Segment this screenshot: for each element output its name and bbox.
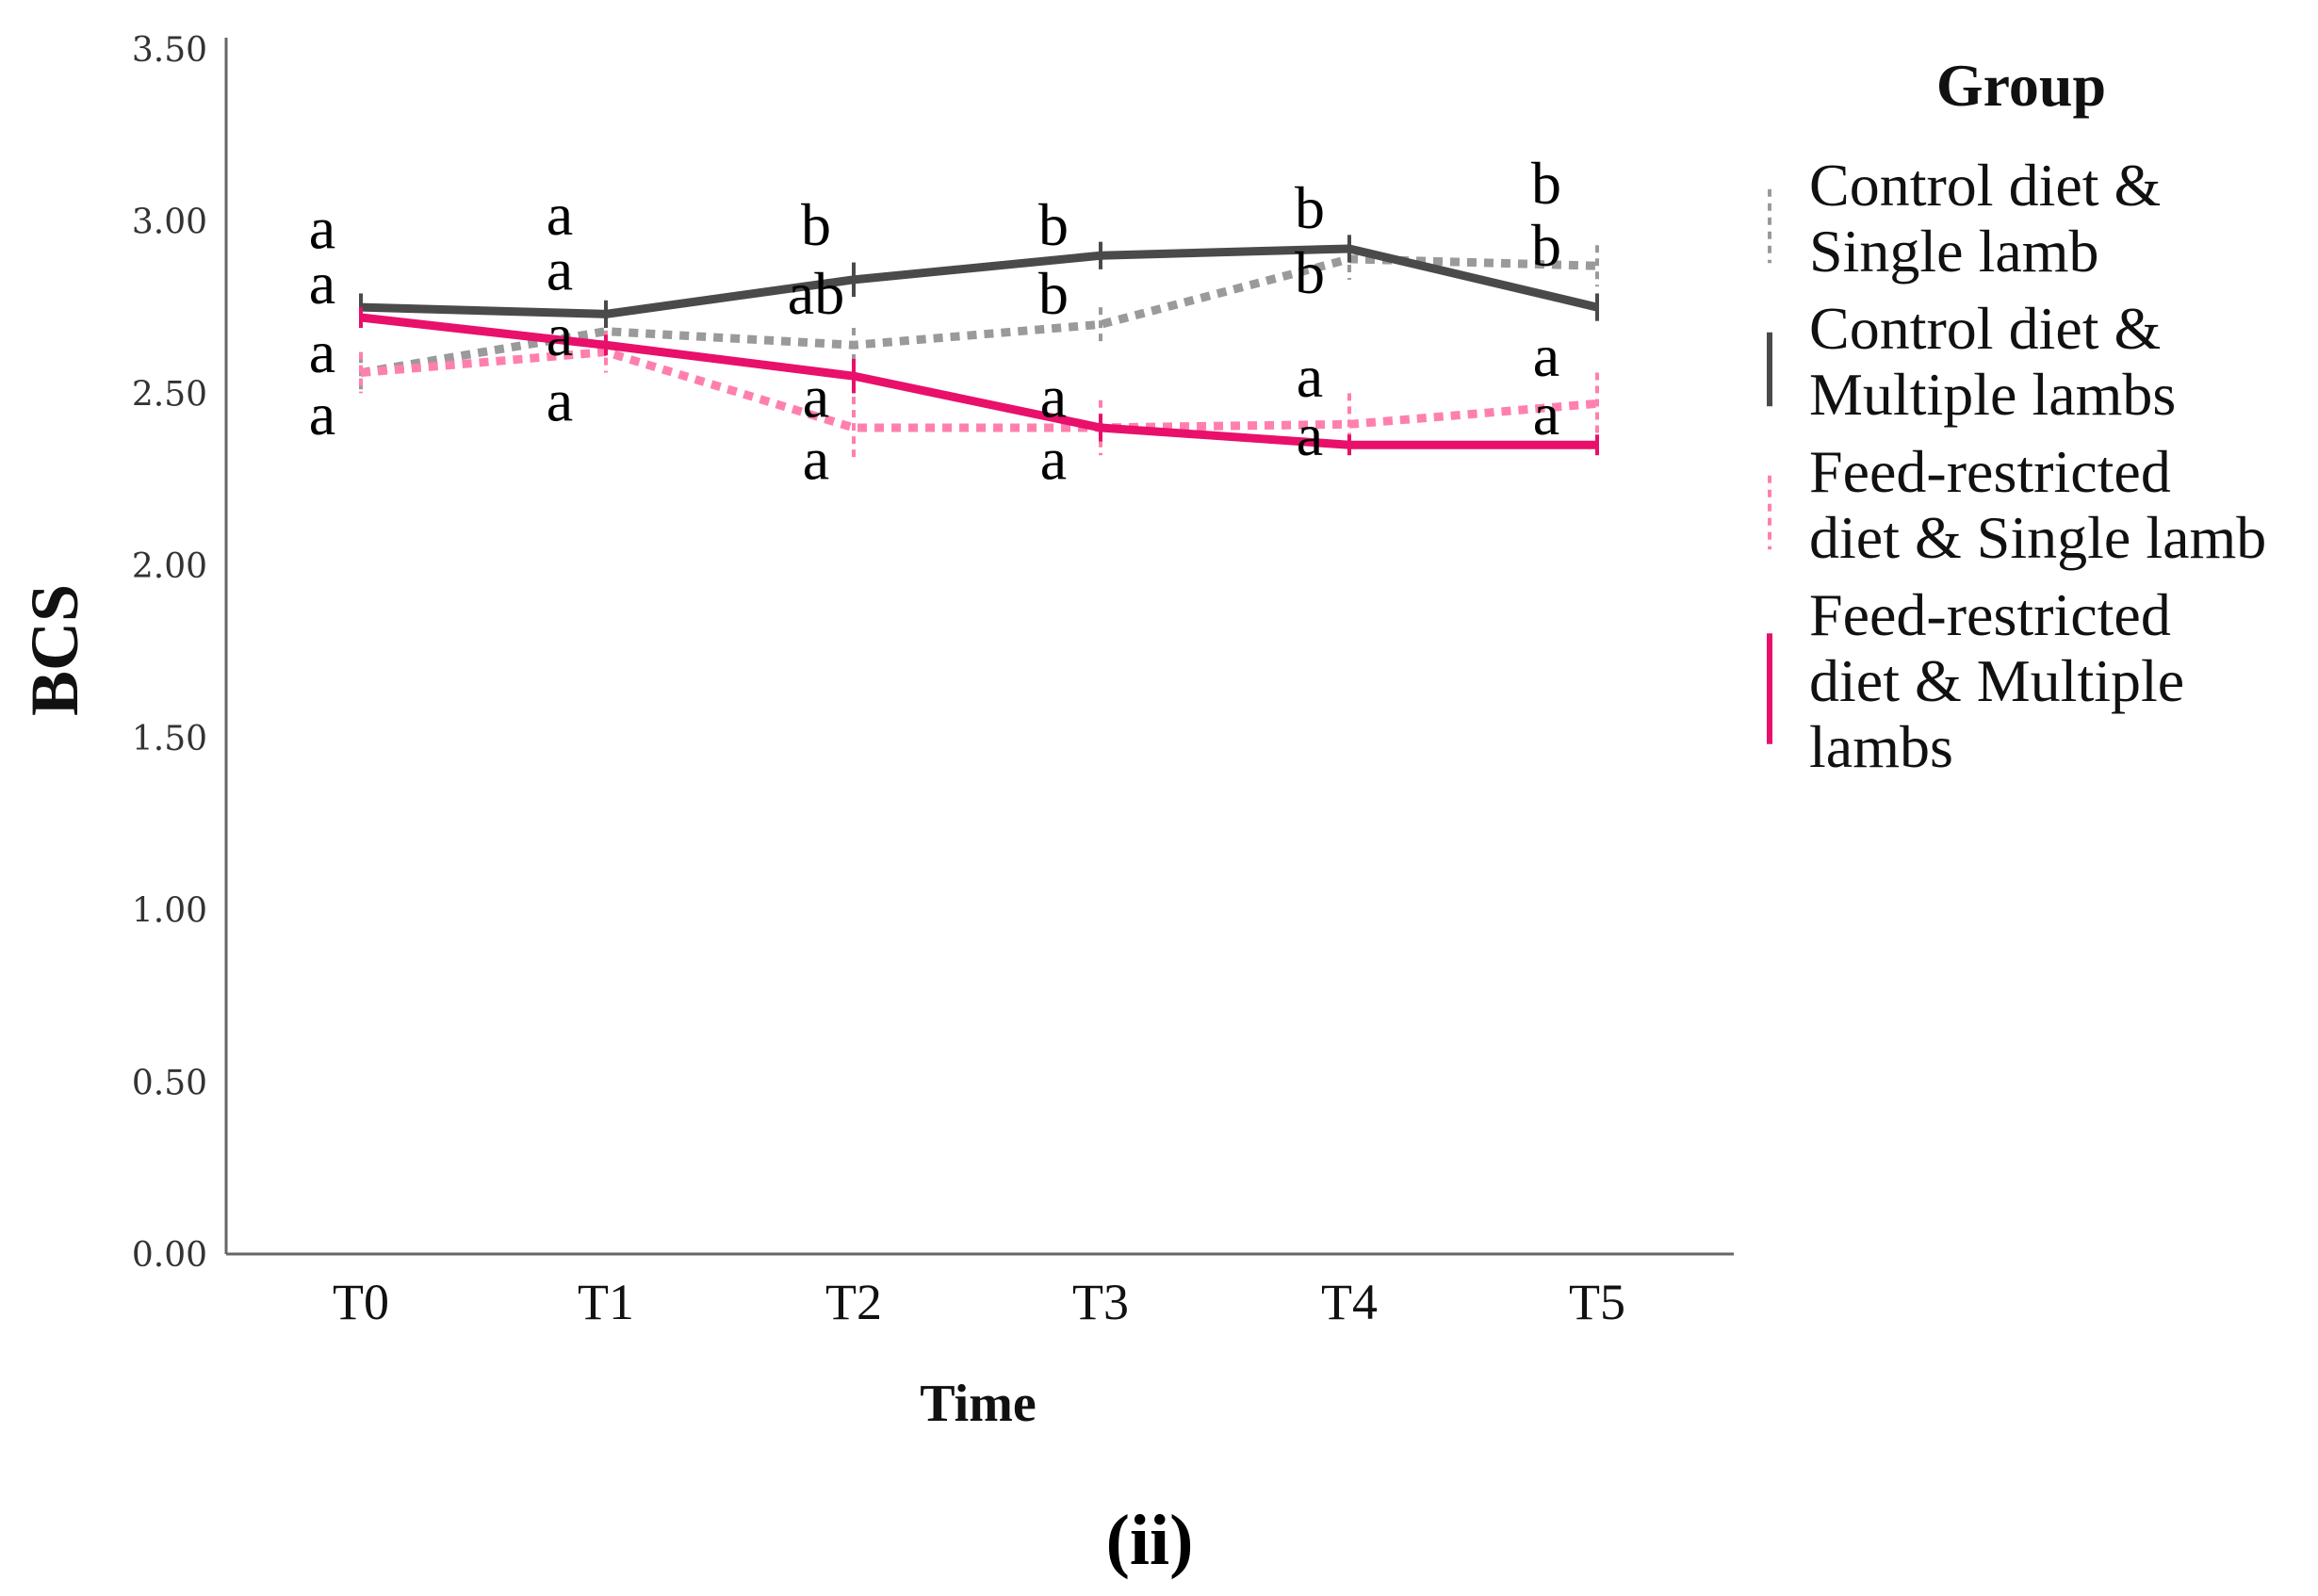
x-tick-label: T0 bbox=[333, 1274, 389, 1330]
significance-letter: a bbox=[309, 318, 335, 385]
significance-letter: a bbox=[309, 381, 335, 448]
legend-label-1: Control diet & bbox=[1809, 152, 2161, 219]
series-line-3 bbox=[360, 348, 1598, 432]
y-tick-label: 1.50 bbox=[132, 720, 207, 758]
y-tick-label: 3.50 bbox=[132, 31, 207, 70]
series-line-2 bbox=[360, 244, 1599, 318]
y-tick-label: 1.00 bbox=[132, 892, 207, 931]
axes-group: 0.00 0.50 1.00 1.50 2.00 2.50 3.00 3.50 T0 T1 T2 T3… bbox=[132, 31, 1734, 1330]
x-tick-label: T3 bbox=[1072, 1274, 1129, 1330]
significance-letter: a bbox=[1040, 364, 1067, 431]
significance-letter: a bbox=[547, 301, 573, 368]
y-tick-label: 2.50 bbox=[132, 375, 207, 414]
significance-letter: b bbox=[1038, 260, 1069, 327]
legend-label-4: Feed-restricted bbox=[1809, 581, 2171, 648]
significance-letter: a bbox=[547, 236, 573, 303]
legend-label-1: Single lamb bbox=[1809, 218, 2099, 285]
series-line-4 bbox=[360, 313, 1597, 449]
legend-title: Group bbox=[1936, 52, 2106, 119]
legend-label-4: lambs bbox=[1809, 713, 1953, 780]
significance-letter: a bbox=[803, 364, 829, 431]
legend-label-2: Control diet & bbox=[1809, 295, 2161, 362]
panel-label: (ii) bbox=[1106, 1501, 1194, 1580]
y-axis-title: BCS bbox=[17, 584, 92, 716]
significance-letter: a bbox=[1533, 322, 1559, 389]
x-axis-title: Time bbox=[920, 1375, 1036, 1433]
y-tick-label: 0.00 bbox=[132, 1236, 207, 1275]
x-tick-label: T2 bbox=[825, 1274, 882, 1330]
x-tick-label: T4 bbox=[1321, 1274, 1378, 1330]
significance-letter: a bbox=[547, 366, 573, 433]
significance-letter: a bbox=[1297, 343, 1323, 410]
legend-label-3: Feed-restricted bbox=[1809, 438, 2171, 505]
significance-letter: b bbox=[1295, 174, 1325, 241]
y-tick-label: 0.50 bbox=[132, 1064, 207, 1102]
y-tick-label: 3.00 bbox=[132, 204, 207, 242]
significance-letter: a bbox=[1040, 426, 1067, 493]
significance-letter: ab bbox=[788, 260, 844, 327]
significance-letter: a bbox=[309, 195, 335, 262]
significance-letter: a bbox=[547, 181, 573, 248]
legend-label-3: diet & Single lamb bbox=[1809, 504, 2266, 571]
x-tick-label: T5 bbox=[1569, 1274, 1625, 1330]
significance-letter: b bbox=[1531, 150, 1561, 217]
significance-letter: a bbox=[1533, 381, 1559, 448]
legend-label-4: diet & Multiple bbox=[1809, 647, 2184, 714]
legend-label-2: Multiple lambs bbox=[1809, 361, 2176, 428]
series-group bbox=[359, 235, 1599, 459]
significance-letter: b bbox=[1038, 191, 1069, 258]
significance-letter: b bbox=[1531, 212, 1561, 279]
significance-letter: a bbox=[1297, 401, 1323, 468]
significance-letter: b bbox=[801, 191, 831, 258]
significance-letter: b bbox=[1295, 239, 1325, 306]
y-tick-label: 2.00 bbox=[132, 547, 207, 586]
significance-letter: a bbox=[803, 426, 829, 493]
x-tick-label: T1 bbox=[578, 1274, 634, 1330]
significance-letter: a bbox=[309, 250, 335, 317]
